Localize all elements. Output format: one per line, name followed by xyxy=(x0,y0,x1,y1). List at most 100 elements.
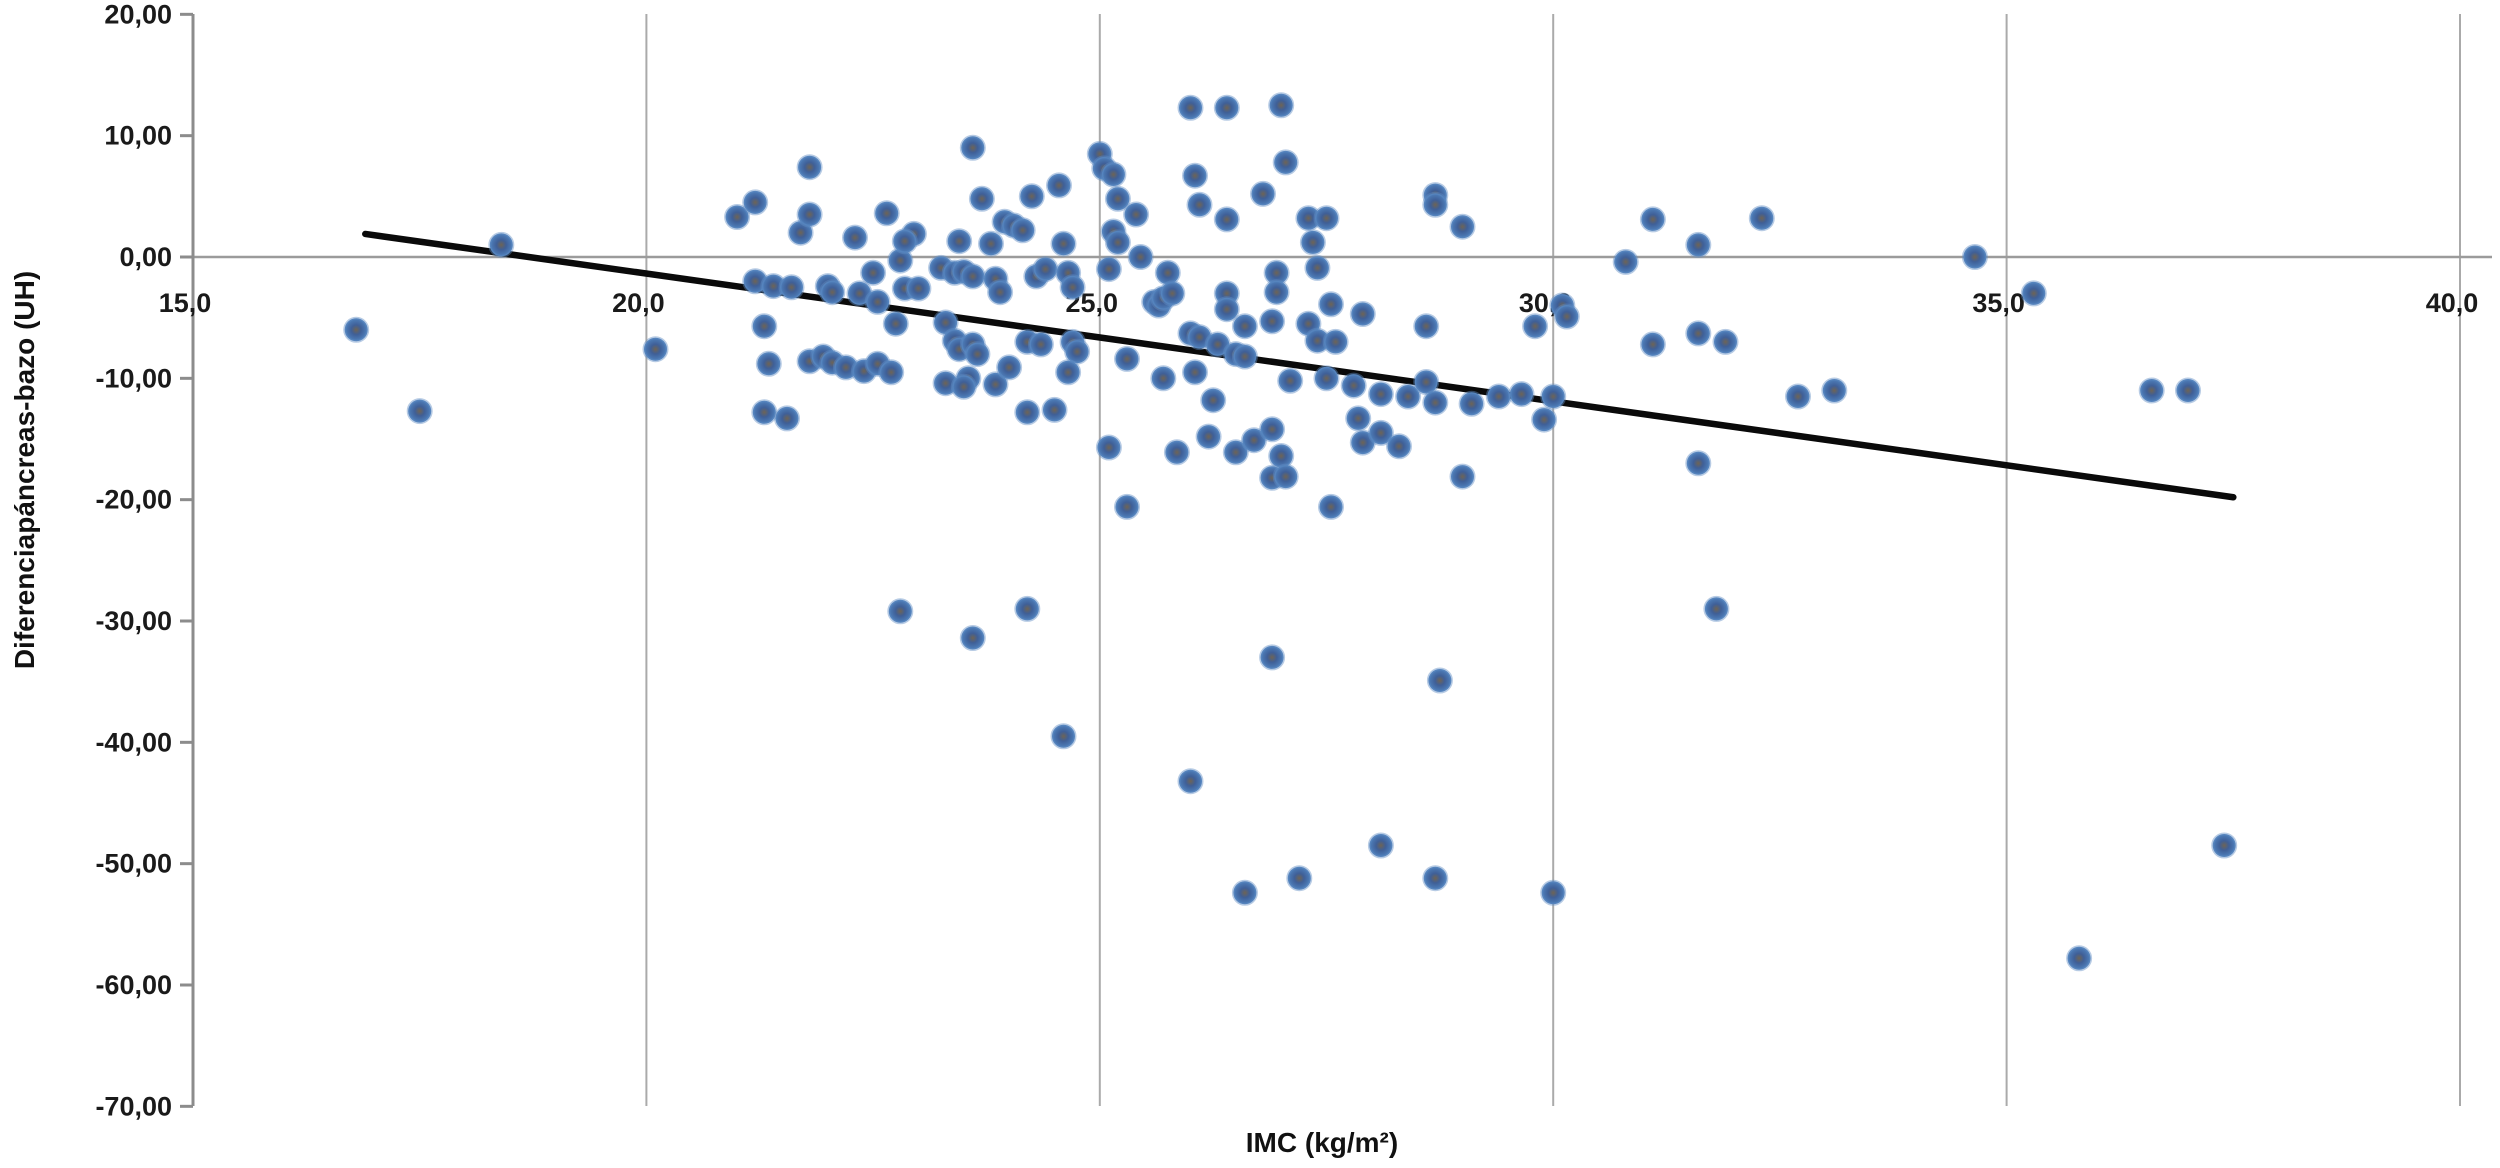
data-point xyxy=(1286,865,1313,892)
data-point xyxy=(964,341,991,368)
data-point xyxy=(1213,206,1240,233)
data-point xyxy=(1531,406,1558,433)
y-axis-title: Diferenciapáncreas-bazo (UH) xyxy=(9,271,40,669)
data-point xyxy=(1222,439,1249,466)
data-point xyxy=(1163,439,1190,466)
data-point xyxy=(1485,383,1512,410)
data-point xyxy=(2138,377,2165,404)
data-point xyxy=(1367,832,1394,859)
data-point xyxy=(1367,381,1394,408)
data-point xyxy=(1422,191,1449,218)
data-point xyxy=(1961,244,1988,270)
data-point xyxy=(1150,365,1177,392)
y-tick-label: 0,00 xyxy=(119,242,172,272)
data-point xyxy=(751,313,778,340)
data-point xyxy=(842,224,868,251)
vertical-gridlines xyxy=(645,14,2461,1106)
data-point xyxy=(1318,291,1344,318)
data-point xyxy=(1127,244,1154,270)
data-point xyxy=(1685,231,1712,258)
data-point xyxy=(1413,369,1440,395)
data-point xyxy=(1458,390,1485,417)
data-point xyxy=(406,398,433,425)
data-point xyxy=(1009,217,1036,244)
data-point xyxy=(819,279,846,306)
data-point xyxy=(996,354,1023,381)
data-point xyxy=(1268,92,1295,119)
data-point xyxy=(1508,381,1535,408)
data-point xyxy=(1367,419,1394,446)
data-point xyxy=(982,371,1009,398)
data-point xyxy=(860,259,887,286)
data-point xyxy=(1413,313,1440,340)
data-point xyxy=(2211,832,2238,859)
data-point xyxy=(950,373,977,400)
data-point xyxy=(1050,723,1077,750)
data-point xyxy=(1785,383,1811,410)
y-tick-label: -50,00 xyxy=(95,849,172,879)
scatter-points xyxy=(343,92,2238,972)
y-tick-label: -10,00 xyxy=(95,363,172,393)
data-point xyxy=(1268,443,1295,469)
data-point xyxy=(1241,427,1267,454)
data-point xyxy=(778,274,805,301)
data-point xyxy=(1685,320,1712,347)
data-point xyxy=(1055,359,1082,386)
y-tick-label: -40,00 xyxy=(95,727,172,757)
data-point xyxy=(1304,254,1331,281)
data-point xyxy=(488,231,515,258)
data-point xyxy=(1231,879,1258,906)
data-point xyxy=(1195,423,1222,450)
data-point xyxy=(1553,303,1580,330)
data-point xyxy=(1177,768,1204,795)
data-point xyxy=(1639,331,1666,358)
y-axis-tick-labels: 20,00 10,00 0,00 -10,00 -20,00 -30,00 -40,00 -5… xyxy=(95,0,172,1121)
data-point xyxy=(1349,301,1376,327)
data-point xyxy=(959,625,986,651)
x-tick-label: 15,0 xyxy=(159,288,212,318)
data-point xyxy=(1114,345,1140,372)
data-point xyxy=(2175,377,2201,404)
y-tick-label: -20,00 xyxy=(95,485,172,515)
data-point xyxy=(1263,279,1290,306)
data-point xyxy=(796,154,823,181)
data-point xyxy=(1186,191,1213,218)
data-point xyxy=(1123,201,1150,228)
y-axis-tick-marks xyxy=(180,12,193,1108)
trend-line xyxy=(362,230,2237,501)
data-point xyxy=(1104,185,1131,212)
data-point xyxy=(1159,280,1186,307)
data-point xyxy=(1095,434,1122,461)
data-point xyxy=(1154,259,1181,286)
data-point xyxy=(1114,493,1140,520)
data-point xyxy=(1522,313,1549,340)
y-tick-label: -30,00 xyxy=(95,606,172,636)
data-point xyxy=(959,263,986,290)
data-point xyxy=(1313,365,1340,392)
data-point xyxy=(1340,372,1367,399)
data-point xyxy=(878,359,905,386)
data-point xyxy=(1540,383,1567,410)
data-point xyxy=(2020,280,2047,307)
data-point xyxy=(1014,595,1041,622)
data-point xyxy=(1272,463,1299,490)
data-point xyxy=(905,275,932,302)
data-point xyxy=(1231,313,1258,340)
data-point xyxy=(1349,429,1376,456)
data-point xyxy=(1422,865,1449,892)
data-point xyxy=(1422,389,1449,416)
data-point xyxy=(1046,172,1072,199)
data-point xyxy=(774,405,800,432)
data-point xyxy=(1250,180,1276,207)
data-point xyxy=(1182,359,1208,386)
data-point xyxy=(1449,463,1476,490)
data-point xyxy=(968,185,995,212)
data-point xyxy=(742,189,769,216)
data-point xyxy=(887,598,914,625)
data-point xyxy=(1014,399,1041,426)
data-point xyxy=(755,350,782,377)
data-point xyxy=(1104,229,1131,256)
data-point xyxy=(1204,331,1231,358)
data-point xyxy=(1032,256,1059,283)
